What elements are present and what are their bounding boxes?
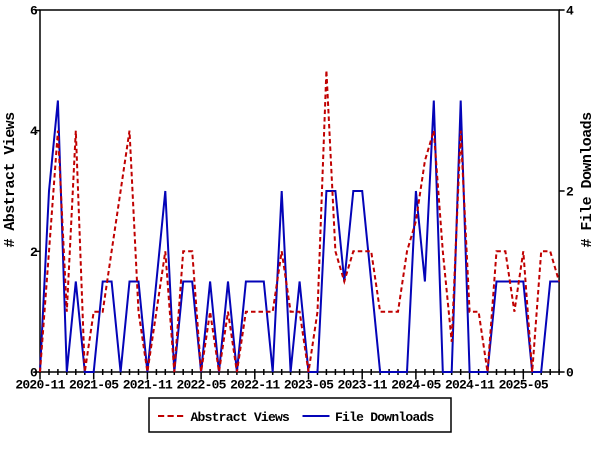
svg-text:2020-11: 2020-11 xyxy=(15,378,65,393)
svg-text:2024-11: 2024-11 xyxy=(445,378,495,393)
svg-text:0: 0 xyxy=(30,366,38,381)
svg-text:2021-11: 2021-11 xyxy=(123,378,173,393)
svg-text:2024-05: 2024-05 xyxy=(391,378,441,393)
svg-text:4: 4 xyxy=(30,124,38,139)
svg-text:0: 0 xyxy=(566,366,574,381)
svg-text:2021-05: 2021-05 xyxy=(69,378,119,393)
svg-text:4: 4 xyxy=(566,4,574,19)
svg-text:2: 2 xyxy=(30,245,38,260)
svg-text:6: 6 xyxy=(30,4,38,19)
svg-text:Abstract Views: Abstract Views xyxy=(191,410,291,425)
svg-text:# File Downloads: # File Downloads xyxy=(579,112,596,248)
svg-text:2023-11: 2023-11 xyxy=(338,378,388,393)
svg-text:2023-05: 2023-05 xyxy=(284,378,334,393)
svg-text:File Downloads: File Downloads xyxy=(335,410,435,425)
svg-text:2025-05: 2025-05 xyxy=(499,378,549,393)
svg-text:# Abstract Views: # Abstract Views xyxy=(2,112,19,248)
svg-text:2022-05: 2022-05 xyxy=(176,378,226,393)
svg-text:2: 2 xyxy=(566,185,574,200)
svg-text:2022-11: 2022-11 xyxy=(230,378,280,393)
